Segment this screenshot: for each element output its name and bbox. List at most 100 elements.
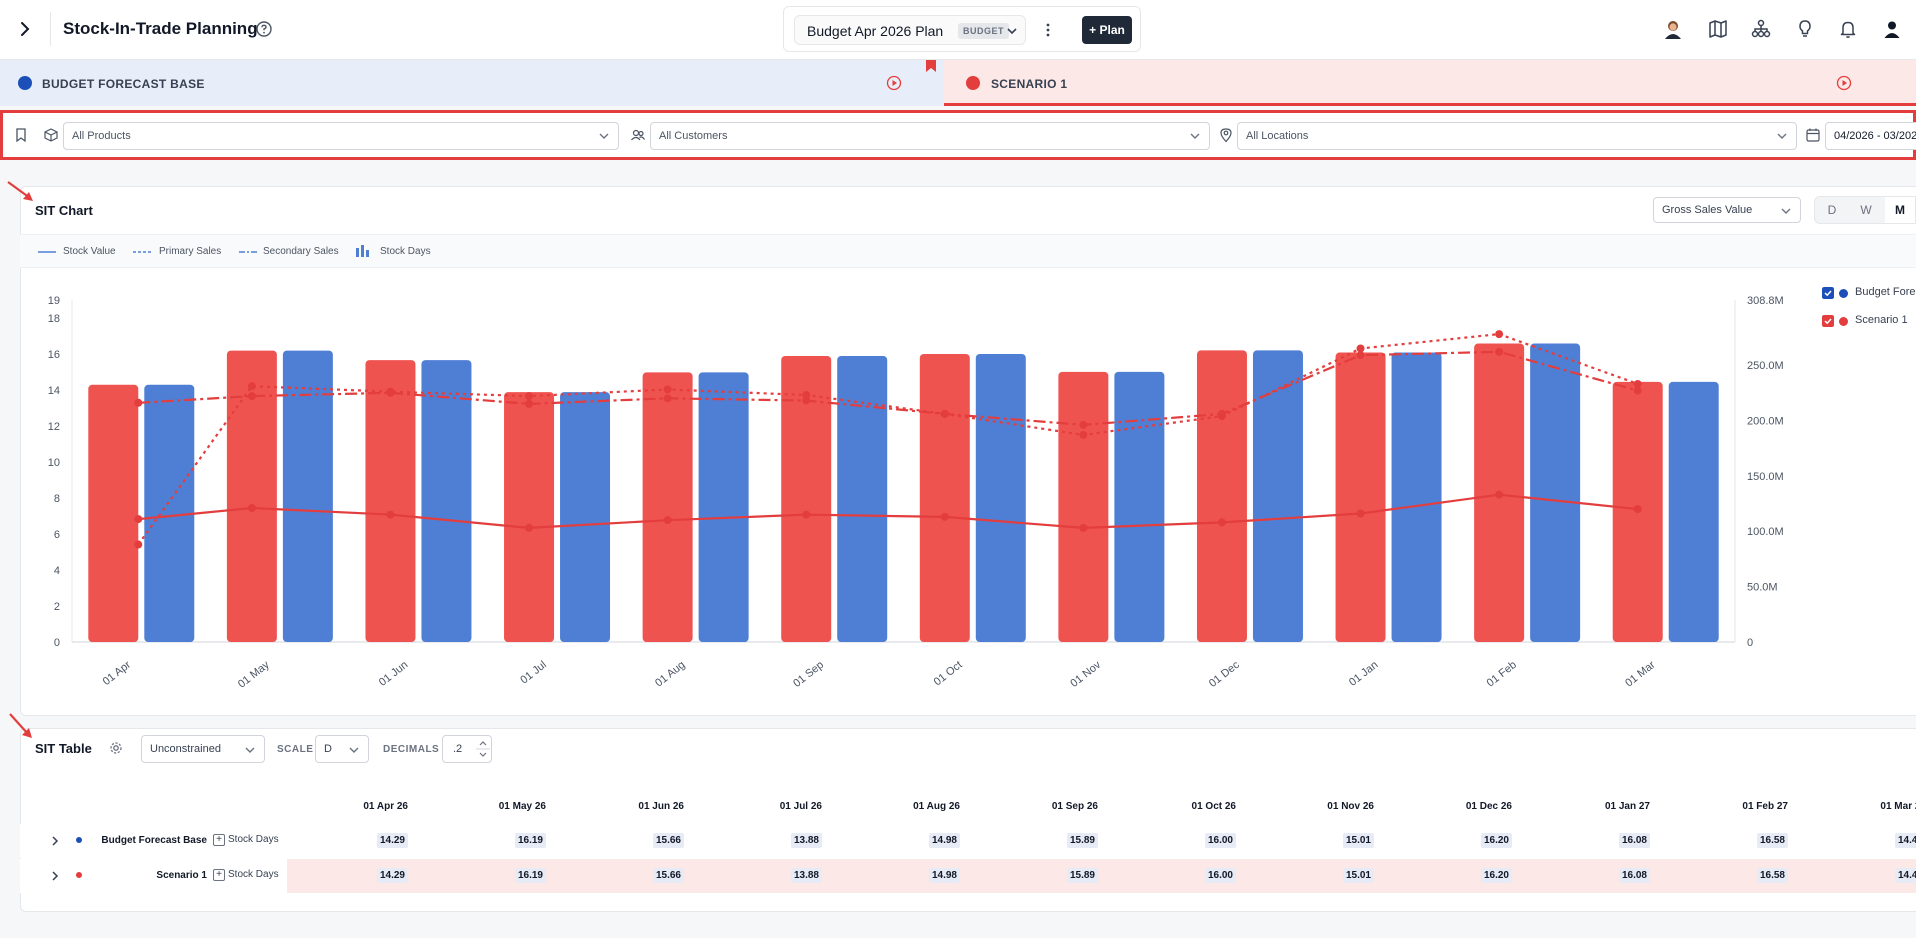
y-left-tick-label: 0 [54,637,60,649]
legend-stock-value[interactable]: Stock Value [63,246,116,257]
play-icon[interactable] [886,75,902,91]
y-left-tick-label: 2 [54,601,60,613]
checkbox-checked-icon[interactable] [1822,287,1834,299]
point-stock-value [525,523,534,532]
row-metric-name: Stock Days [228,869,279,880]
bar-stock-days [421,360,472,642]
add-metric-icon[interactable]: + [213,834,225,846]
constraint-select[interactable]: Unconstrained [141,735,265,763]
date-range-filter[interactable]: 04/2026 - 03/2027 [1825,122,1916,150]
table-cell[interactable]: 16.20 [1422,833,1512,848]
chevron-right-icon[interactable] [48,869,62,883]
y-left-tick-label: 18 [48,313,60,325]
table-cell[interactable]: 14.98 [870,868,960,883]
scenario-tab-1[interactable]: SCENARIO 1 [944,60,1916,106]
bell-icon[interactable] [1837,18,1859,40]
table-cell[interactable]: 16.20 [1422,868,1512,883]
bar-stock-days [1335,352,1386,642]
date-range-value: 04/2026 - 03/2027 [1834,130,1916,142]
map-icon[interactable] [1707,18,1729,40]
y-left-tick-label: 6 [54,529,60,541]
table-cell[interactable]: 14.29 [318,868,408,883]
granularity-week[interactable]: W [1860,203,1872,217]
bar-stock-days [88,384,139,642]
checkbox-checked-icon[interactable] [1822,315,1834,327]
chevron-down-icon [1190,133,1200,139]
table-cell[interactable]: 14.45 [1836,833,1916,848]
y-left-tick-label: 12 [48,421,60,433]
scenario-legend-item[interactable]: Scenario 1 [1822,314,1916,330]
table-cell[interactable]: 15.66 [594,833,684,848]
granularity-month[interactable]: M [1885,197,1915,223]
table-cell[interactable]: 13.88 [732,833,822,848]
add-metric-icon[interactable]: + [213,869,225,881]
stepper-arrows-icon[interactable] [476,737,490,761]
table-cell[interactable]: 14.45 [1836,868,1916,883]
y-right-tick-label: 308.8M [1747,295,1784,307]
chevron-right-icon[interactable] [14,18,36,40]
point-primary-sales [663,385,672,394]
x-tick-label: 01 Feb [1485,659,1519,690]
user-icon[interactable] [1881,18,1903,40]
scenario-legend-item[interactable]: Budget Forecast Base [1822,286,1916,302]
table-cell[interactable]: 16.00 [1146,833,1236,848]
measure-select[interactable]: Gross Sales Value [1653,197,1801,223]
column-header: 01 Apr 26 [363,801,408,812]
hierarchy-icon[interactable] [1750,18,1772,40]
table-cell[interactable]: 15.01 [1284,833,1374,848]
legend-stock-days[interactable]: Stock Days [380,246,431,257]
add-plan-button[interactable]: + Plan [1082,16,1132,44]
location-pin-icon [1220,128,1232,143]
point-stock-value [134,515,143,524]
bar-stock-days [1391,352,1442,642]
bar-stock-days [1058,371,1109,642]
user-avatar-icon[interactable] [1662,18,1684,40]
table-cell[interactable]: 16.19 [456,833,546,848]
users-icon [631,129,645,141]
play-icon[interactable] [1836,75,1852,91]
point-primary-sales [247,382,256,391]
scenario-color-dot [76,837,82,843]
table-cell[interactable]: 16.00 [1146,868,1236,883]
y-right-tick-label: 150.0M [1747,471,1784,483]
locations-filter[interactable]: All Locations [1237,122,1797,150]
table-cell[interactable]: 14.29 [318,833,408,848]
more-vertical-icon[interactable] [1039,21,1057,39]
legend-primary-sales[interactable]: Primary Sales [159,246,222,257]
table-cell[interactable]: 16.08 [1560,833,1650,848]
scale-select[interactable]: D [315,735,369,763]
plan-select[interactable]: Budget Apr 2026 Plan BUDGET [794,15,1026,45]
bookmark-icon[interactable] [13,127,29,143]
table-cell[interactable]: 14.98 [870,833,960,848]
table-cell[interactable]: 15.89 [1008,833,1098,848]
decimals-stepper[interactable]: .2 [442,735,492,763]
table-cell[interactable]: 16.19 [456,868,546,883]
granularity-day[interactable]: D [1827,203,1837,217]
legend-secondary-sales[interactable]: Secondary Sales [263,246,339,257]
bar-stock-days [560,392,611,642]
table-cell[interactable]: 15.01 [1284,868,1374,883]
row-metric-name: Stock Days [228,834,279,845]
gear-icon[interactable] [109,741,123,755]
scenario-tab-base[interactable]: BUDGET FORECAST BASE [0,60,944,106]
bar-stock-days [226,350,277,642]
decimals-label: DECIMALS [383,744,440,755]
table-row: Budget Forecast Base + Stock Days 14.29 1… [20,824,1916,858]
granularity-toggle: D W M [1814,196,1916,224]
help-icon[interactable] [255,20,273,38]
table-cell[interactable]: 16.08 [1560,868,1650,883]
table-cell[interactable]: 16.58 [1698,868,1788,883]
customers-filter[interactable]: All Customers [650,122,1210,150]
table-cell[interactable]: 15.66 [594,868,684,883]
table-cell[interactable]: 13.88 [732,868,822,883]
lightbulb-icon[interactable] [1794,18,1816,40]
red-arrow-annotation [7,181,33,201]
plan-type-badge: BUDGET [958,23,1009,39]
products-filter[interactable]: All Products [63,122,619,150]
y-left-tick-label: 10 [48,457,60,469]
column-header: 01 Oct 26 [1191,801,1236,812]
table-cell[interactable]: 16.58 [1698,833,1788,848]
sit-chart-title: SIT Chart [35,203,93,218]
table-cell[interactable]: 15.89 [1008,868,1098,883]
chevron-right-icon[interactable] [48,834,62,848]
